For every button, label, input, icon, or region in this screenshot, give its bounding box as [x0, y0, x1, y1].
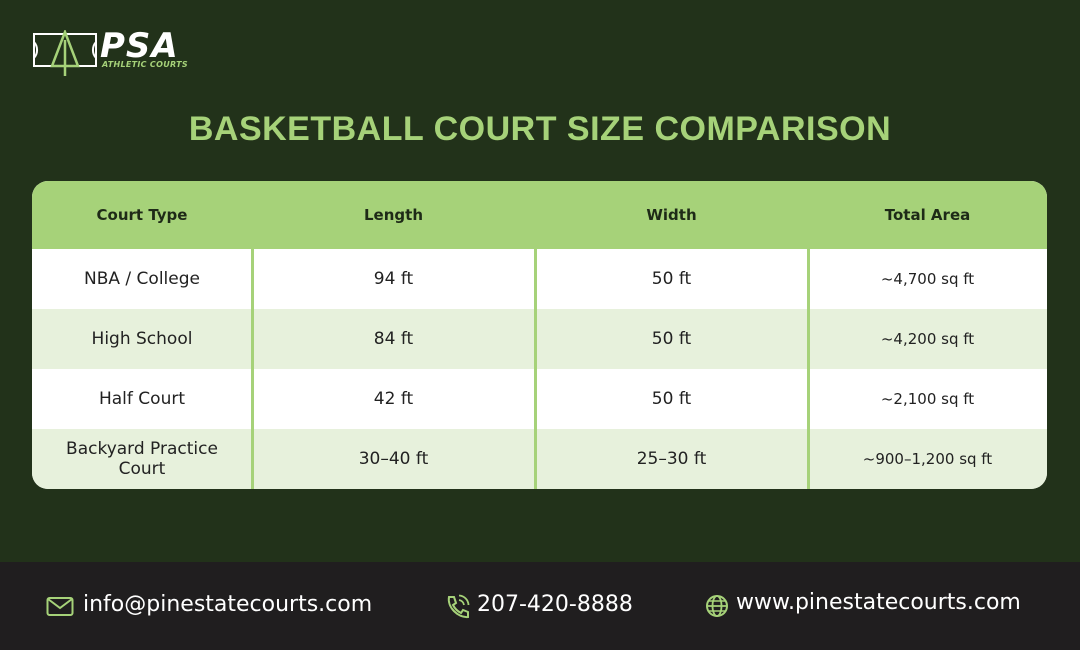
column-header: Width: [646, 206, 697, 224]
footer: [0, 562, 1080, 650]
email: info@pinestatecourts.com: [83, 592, 373, 617]
table-cell: High School: [91, 328, 193, 349]
table-cell: ~2,100 sq ft: [880, 390, 975, 408]
logo-icon: [33, 30, 97, 76]
table-row: [32, 369, 1047, 429]
table-cell: 50 ft: [651, 388, 692, 409]
column-header: Court Type: [96, 206, 188, 224]
globe-icon: [706, 595, 728, 617]
website: www.pinestatecourts.com: [736, 590, 1021, 615]
column-header: Length: [364, 206, 423, 224]
table-cell: Backyard Practice Court: [66, 438, 218, 479]
logo-name: PSA: [100, 26, 179, 66]
table-cell: ~4,700 sq ft: [880, 270, 975, 288]
column-separator: [807, 181, 810, 489]
column-separator: [251, 181, 254, 489]
table-row: [32, 309, 1047, 369]
table-cell: 42 ft: [373, 388, 414, 409]
table-cell: ~900–1,200 sq ft: [862, 450, 993, 468]
column-separator: [534, 181, 537, 489]
table: Court Type Length Width Total Area NBA / Col…: [32, 181, 1047, 489]
table-row: [32, 249, 1047, 309]
table-cell: ~4,200 sq ft: [880, 330, 975, 348]
header-row: [32, 181, 1047, 249]
table-row: [32, 429, 1047, 489]
table-cell: 30–40 ft: [358, 448, 429, 469]
logo-tagline: ATHLETIC COURTS: [102, 60, 188, 69]
phone-icon: [447, 594, 470, 619]
table-cell: Half Court: [98, 388, 185, 409]
email-icon: [46, 597, 74, 616]
table-cell: NBA / College: [84, 268, 200, 289]
table-cell: 50 ft: [651, 328, 692, 349]
table-cell: 94 ft: [373, 268, 414, 289]
column-header: Total Area: [884, 206, 971, 224]
phone: 207-420-8888: [477, 592, 633, 617]
table-cell: 84 ft: [373, 328, 414, 349]
table-cell: 50 ft: [651, 268, 692, 289]
table-cell: 25–30 ft: [636, 448, 707, 469]
title: BASKETBALL COURT SIZE COMPARISON: [188, 110, 892, 148]
